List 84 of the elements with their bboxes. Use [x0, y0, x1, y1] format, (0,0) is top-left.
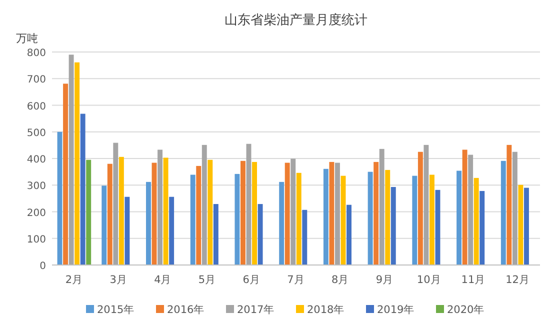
bar — [374, 162, 379, 265]
bar — [412, 176, 418, 265]
bar — [163, 158, 168, 265]
bar — [390, 186, 396, 265]
bar — [169, 196, 174, 265]
legend-label: 2015年 — [97, 304, 135, 316]
bar — [329, 162, 334, 265]
y-tick-label: 700 — [26, 74, 46, 86]
bar — [456, 170, 462, 265]
y-tick-label: 600 — [26, 101, 46, 112]
bar — [252, 162, 258, 265]
bar — [208, 160, 213, 265]
bar — [379, 148, 384, 265]
bar — [57, 132, 62, 265]
bar — [196, 166, 202, 265]
bar — [279, 182, 284, 265]
bar — [512, 152, 518, 265]
bar — [86, 160, 92, 265]
bar — [102, 186, 107, 265]
bar — [429, 174, 434, 265]
bar — [113, 142, 118, 265]
x-tick-label: 10月 — [416, 274, 442, 286]
y-tick-label: 0 — [40, 261, 46, 272]
legend-label: 2016年 — [167, 304, 205, 316]
x-tick-label: 11月 — [461, 274, 486, 286]
x-tick-label: 12月 — [506, 274, 530, 286]
bar — [500, 160, 506, 265]
x-tick-label: 3月 — [110, 274, 128, 286]
bar — [368, 172, 373, 265]
legend-label: 2019年 — [377, 304, 415, 316]
bar — [68, 54, 74, 265]
legend-label: 2020年 — [447, 304, 485, 316]
x-tick-label: 8月 — [332, 274, 350, 286]
bar — [302, 210, 308, 265]
y-axis-title: 万吨 — [16, 32, 38, 45]
bar — [346, 204, 352, 265]
bar — [518, 184, 524, 265]
bar — [63, 84, 68, 265]
bar — [506, 144, 512, 265]
x-tick-label: 5月 — [198, 274, 216, 286]
bar — [290, 158, 296, 265]
x-tick-label: 7月 — [287, 274, 305, 286]
bar — [418, 152, 423, 265]
x-tick-label: 4月 — [154, 274, 172, 286]
bar — [474, 178, 479, 265]
bar — [246, 144, 252, 265]
bar — [190, 174, 196, 265]
y-tick-label: 500 — [26, 128, 46, 139]
x-tick-label: 2月 — [65, 274, 84, 286]
bar — [234, 174, 240, 265]
bar — [146, 182, 151, 265]
bar — [385, 170, 390, 265]
bar — [462, 150, 468, 265]
x-tick-label: 9月 — [376, 274, 394, 286]
bar — [468, 154, 474, 265]
bar — [340, 176, 346, 265]
bar — [74, 62, 80, 265]
bar — [124, 196, 130, 265]
y-tick-label: 400 — [26, 154, 46, 166]
bar — [323, 168, 328, 265]
x-tick-label: 6月 — [242, 274, 260, 286]
bar — [80, 114, 86, 265]
chart-title: 山东省柴油产量月度统计 — [224, 12, 368, 28]
bar — [158, 150, 163, 265]
bar — [284, 162, 290, 265]
y-tick-label: 300 — [26, 181, 46, 192]
bar — [240, 160, 246, 265]
legend-label: 2018年 — [307, 304, 345, 316]
bar — [334, 162, 340, 265]
y-tick-label: 200 — [26, 208, 46, 219]
bar — [152, 162, 157, 265]
bar — [213, 204, 218, 265]
bar — [118, 156, 124, 265]
y-tick-label: 100 — [26, 234, 46, 246]
bar — [424, 144, 429, 265]
bar — [480, 190, 485, 265]
bar — [524, 188, 529, 265]
bar — [296, 172, 302, 265]
bar — [435, 190, 440, 265]
legend-label: 2017年 — [237, 304, 275, 316]
bar — [202, 144, 207, 265]
bar — [258, 204, 263, 265]
y-tick-label: 800 — [26, 48, 46, 59]
bar — [107, 164, 112, 265]
